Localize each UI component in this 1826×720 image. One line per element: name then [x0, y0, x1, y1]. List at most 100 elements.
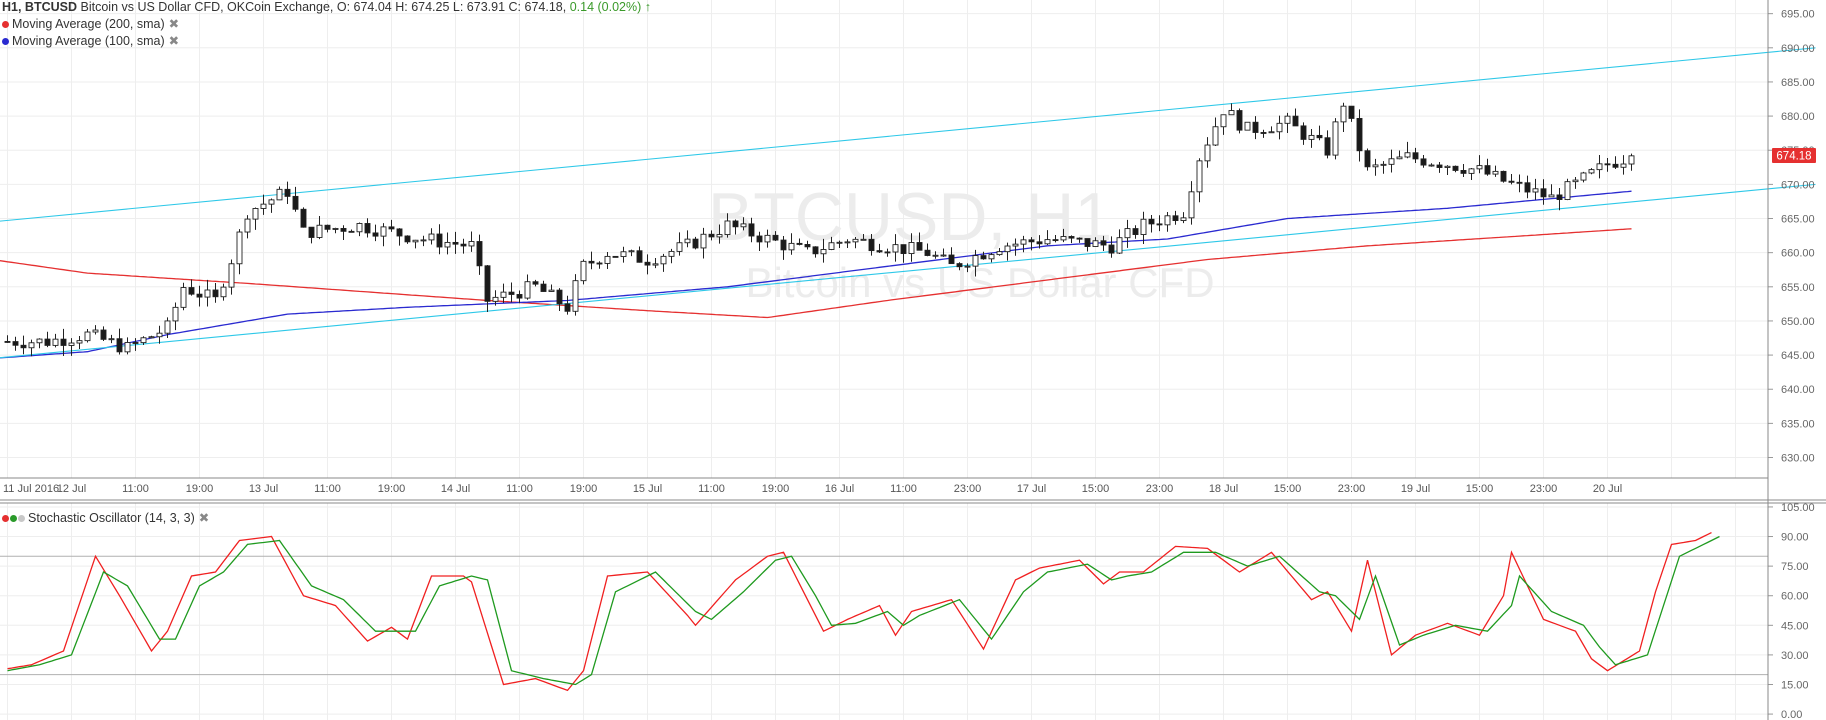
candle-body — [52, 338, 59, 346]
candle-body — [620, 251, 627, 258]
change-arrow-icon: ↑ — [644, 0, 651, 14]
candle — [220, 283, 227, 301]
candle-body — [1508, 180, 1515, 183]
candle — [1452, 165, 1459, 173]
candle-body — [188, 287, 195, 295]
x-tick-label: 15 Jul — [633, 483, 662, 495]
candle-body — [1556, 194, 1563, 200]
candle-body — [1356, 117, 1363, 152]
candle — [100, 326, 107, 342]
candle — [1580, 171, 1587, 183]
y-tick-label: 75.00 — [1781, 561, 1809, 573]
candle — [196, 285, 203, 307]
stoch-legend[interactable]: Stochastic Oscillator (14, 3, 3) ✖ — [2, 510, 209, 525]
candle — [1068, 235, 1075, 244]
candle — [836, 240, 843, 249]
candle — [1028, 237, 1035, 251]
candle-body — [1068, 236, 1075, 239]
ma200-close-icon[interactable]: ✖ — [168, 17, 180, 31]
candle-body — [268, 199, 275, 205]
candle-body — [452, 241, 459, 245]
candle — [1348, 105, 1355, 122]
symbol-title[interactable]: H1, BTCUSD — [2, 0, 78, 14]
stoch-close-icon[interactable]: ✖ — [198, 511, 210, 525]
candle-body — [916, 242, 923, 251]
x-tick-label: 15:00 — [1274, 483, 1302, 495]
x-tick-label: 19:00 — [378, 483, 406, 495]
candle-body — [692, 238, 699, 249]
candle — [604, 252, 611, 270]
candle-body — [580, 260, 587, 282]
candle-body — [668, 250, 675, 257]
candle — [140, 336, 147, 346]
candle-body — [1092, 240, 1099, 247]
candle — [708, 230, 715, 241]
candle — [716, 224, 723, 244]
x-tick-label: 17 Jul — [1017, 483, 1046, 495]
candle — [1012, 238, 1019, 256]
candle — [732, 219, 739, 235]
candle — [1140, 211, 1147, 245]
candle-body — [1436, 164, 1443, 168]
ma200-line — [0, 228, 1632, 319]
candle — [300, 207, 307, 228]
x-tick-label: 11:00 — [506, 483, 533, 495]
candle — [284, 181, 291, 205]
candle — [804, 240, 811, 250]
candle — [1196, 158, 1203, 203]
y-tick-label: 640.00 — [1781, 384, 1815, 396]
candle — [132, 338, 139, 351]
candle — [1212, 117, 1219, 147]
candle-body — [1236, 110, 1243, 131]
candle-body — [628, 250, 635, 253]
candle-body — [164, 320, 171, 334]
candle-body — [4, 340, 11, 343]
candle-body — [324, 224, 331, 230]
y-tick-label: 45.00 — [1781, 620, 1809, 632]
ma100-close-icon[interactable]: ✖ — [168, 34, 180, 48]
candle — [1532, 178, 1539, 200]
x-tick-label: 18 Jul — [1209, 483, 1238, 495]
candlestick-series[interactable] — [4, 102, 1635, 357]
candle — [1044, 230, 1051, 245]
candle — [1204, 137, 1211, 168]
candle — [1004, 242, 1011, 261]
ma100-legend[interactable]: Moving Average (100, sma) ✖ — [2, 33, 179, 48]
candle-body — [1580, 172, 1587, 181]
candle — [444, 232, 451, 255]
candle — [1372, 158, 1379, 176]
candle — [404, 235, 411, 244]
k-dot-icon — [2, 515, 9, 523]
candle — [1428, 163, 1435, 167]
x-tick-label: 15:00 — [1466, 483, 1494, 495]
candle-body — [612, 255, 619, 258]
channel-lower-line — [0, 183, 1816, 359]
candle-body — [1340, 105, 1347, 123]
x-tick-label: 19:00 — [762, 483, 790, 495]
candle — [1156, 215, 1163, 232]
candle-body — [148, 336, 155, 339]
candle-body — [68, 342, 75, 346]
candle — [780, 235, 787, 260]
candle-body — [44, 338, 51, 346]
candle — [988, 252, 995, 263]
candle-body — [284, 188, 291, 197]
candle-body — [964, 265, 971, 268]
candle-body — [708, 233, 715, 238]
candle — [1492, 165, 1499, 177]
candle-body — [1276, 122, 1283, 133]
candle — [572, 274, 579, 316]
ma200-legend[interactable]: Moving Average (200, sma) ✖ — [2, 16, 179, 31]
candle-body — [540, 283, 547, 292]
candle-body — [1044, 239, 1051, 245]
candle — [652, 257, 659, 269]
candle — [916, 232, 923, 251]
candle-body — [1300, 125, 1307, 140]
candle-body — [844, 241, 851, 244]
candle-body — [756, 235, 763, 243]
candle — [172, 302, 179, 331]
candle — [1396, 150, 1403, 160]
candle — [1116, 229, 1123, 255]
candle-body — [1540, 188, 1547, 198]
candle-body — [156, 332, 163, 338]
